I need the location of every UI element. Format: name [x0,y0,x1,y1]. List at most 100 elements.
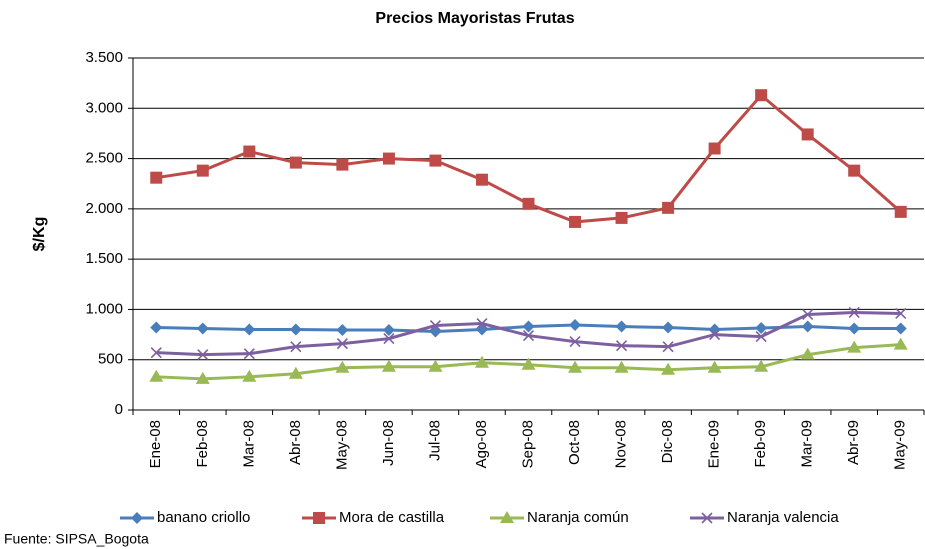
data-point [615,320,628,333]
data-point [242,369,257,382]
data-point [150,171,163,184]
data-point [568,360,583,373]
chart-title: Precios Mayoristas Frutas [375,10,574,27]
legend-label: Naranja valencia [727,509,839,526]
legend-label: banano criollo [157,509,250,526]
data-point [474,355,489,368]
x-tick-label: Mar-09 [799,420,816,468]
data-point [754,359,769,372]
data-point [708,142,721,155]
data-point [382,152,395,165]
data-point [614,360,629,373]
x-tick-label: Mar-08 [240,420,257,468]
data-point [893,337,908,350]
data-point [336,324,349,337]
y-tick-label: 3.000 [85,99,123,116]
data-point [662,321,675,334]
legend-marker [701,512,713,524]
data-point [382,324,395,337]
data-point [709,329,721,341]
x-tick-label: Ago-08 [473,420,490,468]
legend-marker [313,512,325,524]
data-point [569,336,581,348]
data-point [662,201,675,214]
x-tick-label: Ene-09 [706,420,723,468]
data-point [755,89,768,102]
legend-marker [131,512,143,524]
data-point [383,333,395,345]
y-tick-label: 3.500 [85,49,123,66]
source-note: Fuente: SIPSA_Bogota [4,531,149,547]
x-tick-label: Jun-08 [380,420,397,466]
data-point [522,197,535,210]
data-point [848,322,861,335]
x-tick-label: Nov-08 [613,420,630,468]
data-point [290,341,302,353]
x-tick-label: Sep-08 [519,420,536,468]
y-tick-label: 2.000 [85,200,123,217]
data-point [894,322,907,335]
data-point [755,331,767,343]
x-tick-label: May-09 [892,420,909,470]
y-tick-label: 1.500 [85,250,123,267]
x-tick-label: Feb-09 [752,420,769,468]
data-point [847,340,862,353]
data-point [289,156,302,169]
data-point [707,360,722,373]
y-tick-label: 1.000 [85,300,123,317]
x-tick-label: Oct-08 [566,420,583,465]
x-tick-label: Abr-08 [287,420,304,465]
data-point [848,306,860,319]
data-point [381,359,396,372]
data-point [522,320,535,333]
data-point [336,338,348,350]
data-point [661,362,676,375]
data-point [243,145,256,158]
y-tick-label: 2.500 [85,150,123,167]
data-point [802,308,814,321]
data-point [800,347,815,360]
x-tick-label: Dic-08 [659,420,676,463]
data-point [895,307,907,320]
data-point [289,323,302,336]
data-point [288,366,303,379]
data-point [569,319,582,332]
data-point [848,164,861,177]
data-point [243,323,256,336]
data-point [150,347,162,359]
data-point [428,359,443,372]
data-point [197,349,209,361]
data-point [149,369,164,382]
y-tick-label: 0 [115,401,123,418]
data-point [336,158,349,171]
data-point [335,360,350,373]
data-point [755,322,768,335]
data-point [662,341,674,353]
data-point [569,215,582,228]
x-tick-label: May-08 [333,420,350,470]
data-point [243,348,255,360]
data-point [476,317,488,330]
data-point [615,211,628,224]
legend-label: Naranja común [527,509,629,526]
data-point [196,322,209,335]
data-point [429,154,442,167]
y-axis-label: $/Kg [31,217,48,252]
data-point [475,173,488,186]
series-line [156,310,901,357]
data-point [521,357,536,370]
legend-label: Mora de castilla [339,509,445,526]
data-point [522,330,535,342]
data-point [894,205,907,218]
x-tick-label: Abr-09 [845,420,862,465]
x-tick-label: Feb-08 [194,420,211,468]
y-tick-label: 500 [98,351,123,368]
data-point [196,164,209,177]
data-point [195,371,210,384]
data-point [150,321,163,334]
x-tick-label: Ene-08 [147,420,164,468]
data-point [801,320,814,333]
data-point [615,340,628,352]
x-tick-label: Jul-08 [426,420,443,461]
